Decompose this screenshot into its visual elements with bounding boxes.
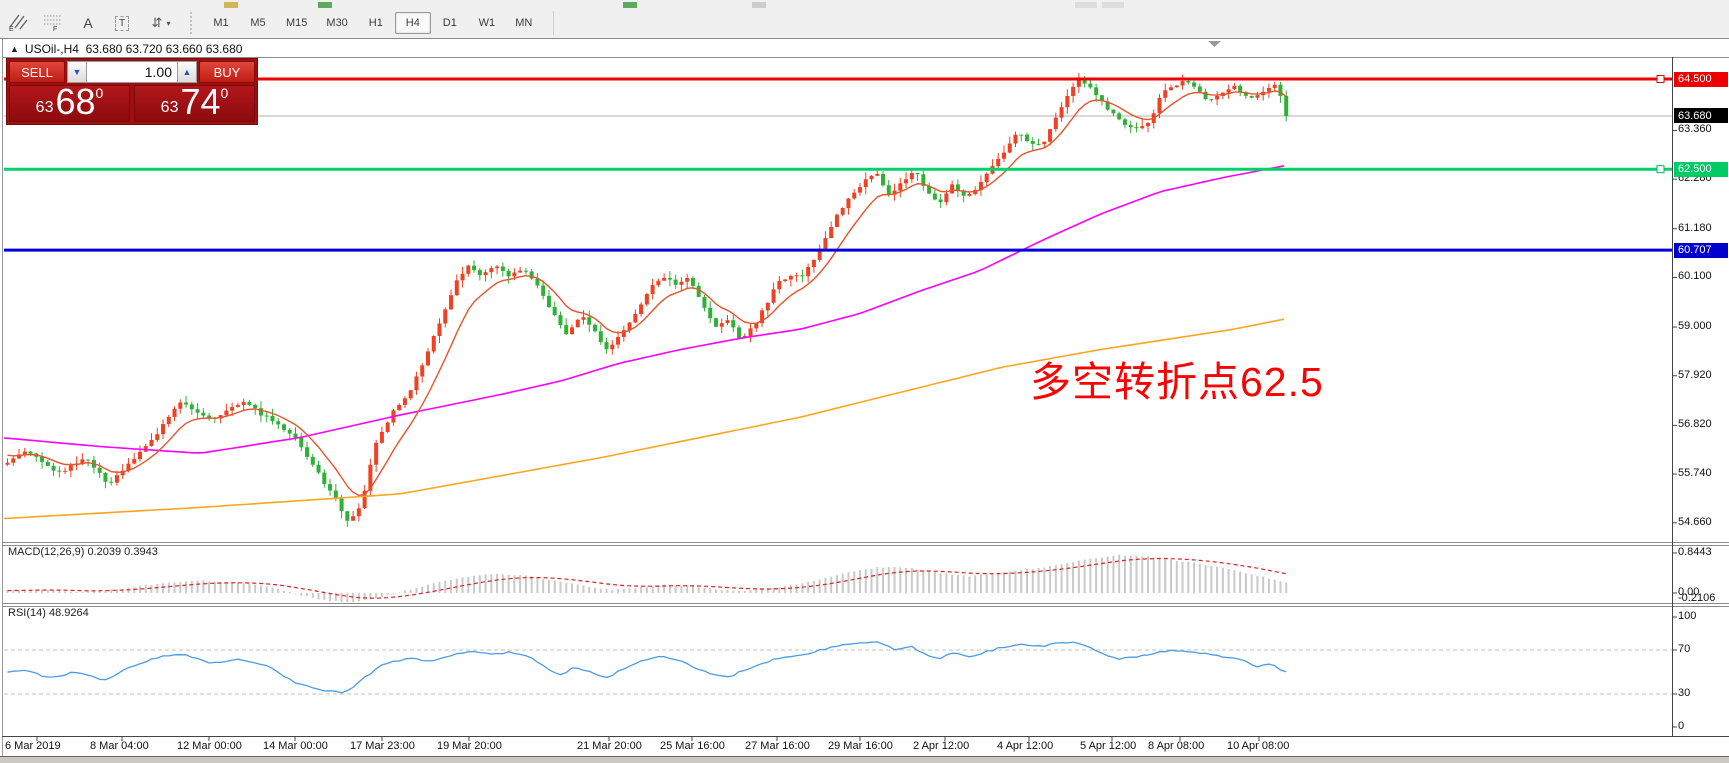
chart-text-annotation[interactable]: 多空转折点62.5 — [1030, 359, 1324, 405]
symbol-timeframe-label: USOil-,H4 — [24, 41, 79, 56]
sell-button[interactable]: SELL — [9, 61, 65, 83]
price-axis-tick: 56.820 — [1678, 418, 1712, 431]
price-axis-tick: 55.740 — [1678, 467, 1712, 480]
timeframe-button-w1[interactable]: W1 — [478, 17, 496, 29]
buy-price-display[interactable]: 63 74 0 — [134, 84, 255, 122]
rsi-axis-tick: 70 — [1678, 643, 1691, 655]
chart-title: ▲ USOil-,H4 63.680 63.720 63.660 63.680 — [10, 41, 242, 56]
timeframe-button-m5[interactable]: M5 — [250, 17, 266, 29]
timeframe-button-m15[interactable]: M15 — [286, 17, 308, 29]
svg-text:E: E — [9, 26, 14, 32]
clipped-toolbar-row — [0, 0, 1729, 8]
time-axis-label: 6 Mar 2019 — [5, 740, 61, 752]
time-axis-label: 19 Mar 20:00 — [437, 740, 502, 752]
quote-panel-toggle-icon[interactable]: ▲ — [10, 43, 19, 54]
timeframe-button-h4[interactable]: H4 — [394, 12, 431, 34]
time-axis-label: 17 Mar 23:00 — [350, 740, 415, 752]
current-price-badge: 63.680 — [1674, 108, 1728, 124]
one-click-trading-panel: SELL ▼ ▲ BUY 63 68 0 63 74 0 — [6, 58, 258, 125]
toolbar-separator[interactable] — [190, 12, 197, 34]
clipped-icon-fragment — [224, 2, 238, 8]
price-axis-tick: 63.360 — [1678, 123, 1712, 136]
clipped-icon-fragment — [1075, 2, 1097, 8]
timeframe-button-h1[interactable]: H1 — [368, 17, 383, 29]
time-axis-label: 4 Apr 12:00 — [997, 740, 1054, 752]
price-level-badge: 60.707 — [1674, 242, 1728, 258]
rsi-axis-tick: 100 — [1678, 610, 1697, 622]
clipped-icon-fragment — [1102, 2, 1124, 8]
sell-price-display[interactable]: 63 68 0 — [9, 84, 130, 122]
macd-axis-tick: -0.2106 — [1678, 592, 1716, 604]
price-axis-tick: 61.180 — [1678, 221, 1712, 234]
clipped-icon-fragment — [623, 2, 637, 8]
dropdown-caret-icon: ▾ — [166, 18, 171, 28]
clipped-icon-fragment — [318, 2, 332, 8]
price-axis-tick: 60.100 — [1678, 270, 1712, 283]
time-axis-label: 10 Apr 08:00 — [1227, 740, 1290, 752]
rsi-axis-tick: 30 — [1678, 687, 1691, 699]
svg-text:F: F — [53, 26, 57, 32]
time-axis-label: 8 Mar 04:00 — [90, 740, 149, 752]
timeframe-button-group: M1 M5 M15 M30 H1 H4 D1 W1 MN — [203, 12, 543, 34]
price-axis-tick: 57.920 — [1678, 368, 1712, 381]
text-box-icon[interactable]: T — [108, 11, 136, 35]
timeframe-button-m1[interactable]: M1 — [213, 17, 229, 29]
buy-button[interactable]: BUY — [199, 61, 255, 83]
price-level-badge: 62.500 — [1674, 161, 1728, 177]
price-axis-tick: 59.000 — [1678, 320, 1712, 333]
time-axis-label: 12 Mar 00:00 — [177, 740, 242, 752]
macd-axis-tick: 0.8443 — [1678, 545, 1712, 558]
time-axis-label: 25 Mar 16:00 — [660, 740, 725, 752]
price-level-badge: 64.500 — [1674, 71, 1728, 87]
time-axis-label: 21 Mar 20:00 — [577, 740, 642, 752]
macd-axis-tick: 0.00 — [1678, 586, 1700, 598]
time-axis-label: 5 Apr 12:00 — [1080, 740, 1137, 752]
rsi-axis-tick: 0 — [1678, 720, 1685, 732]
volume-increase-button[interactable]: ▲ — [177, 61, 197, 83]
price-axis-tick: 54.660 — [1678, 515, 1712, 528]
timeframe-button-d1[interactable]: D1 — [442, 17, 457, 29]
rsi-label: RSI(14) 48.9264 — [8, 607, 89, 619]
timeframe-button-m30[interactable]: M30 — [326, 17, 348, 29]
volume-input[interactable] — [87, 61, 177, 83]
toolbar-divider — [552, 11, 554, 35]
clipped-icon-fragment — [752, 2, 766, 8]
volume-decrease-button[interactable]: ▼ — [67, 61, 87, 83]
ohlc-quote: 63.680 63.720 63.660 63.680 — [85, 41, 243, 56]
macd-label: MACD(12,26,9) 0.2039 0.3943 — [8, 546, 158, 558]
timeframe-button-mn[interactable]: MN — [515, 17, 533, 29]
time-axis-label: 8 Apr 08:00 — [1148, 740, 1205, 752]
time-axis-label: 27 Mar 16:00 — [745, 740, 810, 752]
time-axis-label: 14 Mar 00:00 — [263, 740, 328, 752]
text-label-icon[interactable]: A — [83, 15, 93, 31]
arrow-objects-icon[interactable]: ⇵ ▾ — [151, 15, 171, 30]
time-axis-label: 29 Mar 16:00 — [828, 740, 893, 752]
elliott-tools-icon[interactable]: E — [6, 11, 34, 35]
time-axis-label: 2 Apr 12:00 — [913, 740, 970, 752]
fibonacci-tools-icon[interactable]: F — [40, 11, 68, 35]
